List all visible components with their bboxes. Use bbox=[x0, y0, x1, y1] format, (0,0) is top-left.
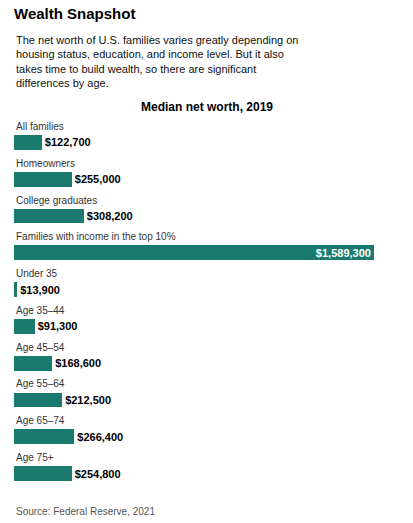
svg-text:$255,000: $255,000 bbox=[75, 173, 121, 185]
svg-text:$91,300: $91,300 bbox=[38, 320, 78, 332]
svg-text:College graduates: College graduates bbox=[16, 195, 97, 206]
svg-text:$308,200: $308,200 bbox=[87, 210, 133, 222]
svg-text:$212,500: $212,500 bbox=[65, 394, 111, 406]
svg-text:Age 35–44: Age 35–44 bbox=[16, 305, 65, 316]
svg-text:$266,400: $266,400 bbox=[77, 431, 123, 443]
svg-text:All families: All families bbox=[16, 121, 64, 132]
svg-text:$122,700: $122,700 bbox=[45, 136, 91, 148]
svg-text:Age 55–64: Age 55–64 bbox=[16, 378, 65, 389]
svg-text:Age 75+: Age 75+ bbox=[16, 452, 54, 463]
svg-text:$168,600: $168,600 bbox=[55, 357, 101, 369]
svg-text:Source: Federal Reserve, 2021: Source: Federal Reserve, 2021 bbox=[16, 506, 155, 517]
svg-text:$13,900: $13,900 bbox=[20, 284, 60, 296]
svg-text:Wealth Snapshot: Wealth Snapshot bbox=[14, 5, 135, 22]
svg-text:Age 45–54: Age 45–54 bbox=[16, 342, 65, 353]
svg-text:The net worth of U.S. families: The net worth of U.S. families varies gr… bbox=[16, 34, 298, 89]
svg-text:$254,800: $254,800 bbox=[75, 468, 121, 480]
svg-text:Median net worth, 2019: Median net worth, 2019 bbox=[141, 100, 273, 114]
svg-text:Families with income in the to: Families with income in the top 10% bbox=[16, 231, 176, 242]
svg-text:Under 35: Under 35 bbox=[16, 268, 58, 279]
svg-text:Age 65–74: Age 65–74 bbox=[16, 415, 65, 426]
svg-text:$1,589,300: $1,589,300 bbox=[316, 247, 371, 259]
svg-text:Homeowners: Homeowners bbox=[16, 158, 75, 169]
